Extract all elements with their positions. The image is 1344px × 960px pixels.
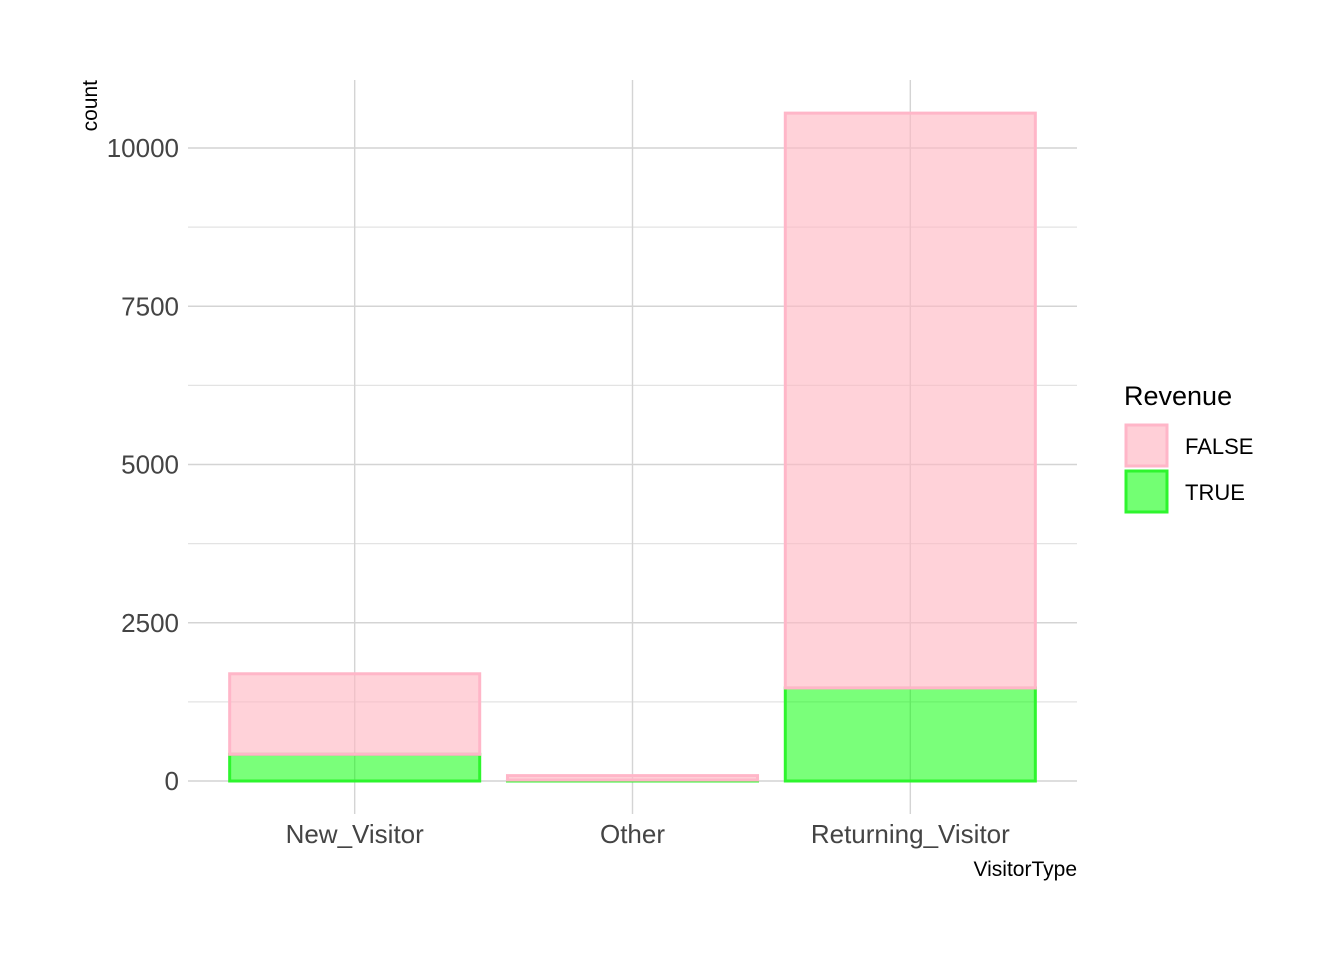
y-axis-tick-labels: 0 2500 5000 7500 10000 [107, 133, 179, 796]
legend-label-true: TRUE [1185, 480, 1245, 505]
y-tick-label: 10000 [107, 133, 179, 163]
legend-key-false [1124, 423, 1169, 468]
legend-label-false: FALSE [1185, 434, 1253, 459]
bar-returning-visitor-true [783, 686, 1037, 783]
legend: Revenue FALSE TRUE [1124, 381, 1253, 514]
x-tick-label: Returning_Visitor [811, 819, 1010, 849]
legend-key-true [1124, 469, 1169, 514]
x-tick-label: New_Visitor [286, 819, 425, 849]
y-axis-title: count [79, 80, 102, 132]
x-axis-title: VisitorType [974, 858, 1078, 881]
bar-other-false [505, 774, 760, 782]
bars-layer [228, 111, 1037, 783]
x-axis-tick-labels: New_Visitor Other Returning_Visitor [286, 819, 1011, 849]
y-tick-label: 0 [165, 766, 179, 796]
bar-new-visitor-true [228, 752, 482, 783]
y-tick-label: 2500 [121, 608, 179, 638]
bar-new-visitor-false [228, 672, 482, 756]
bar-returning-visitor-false [783, 111, 1037, 690]
y-tick-label: 5000 [121, 450, 179, 480]
legend-title: Revenue [1124, 381, 1232, 411]
y-tick-label: 7500 [121, 291, 179, 321]
x-tick-label: Other [600, 819, 665, 849]
